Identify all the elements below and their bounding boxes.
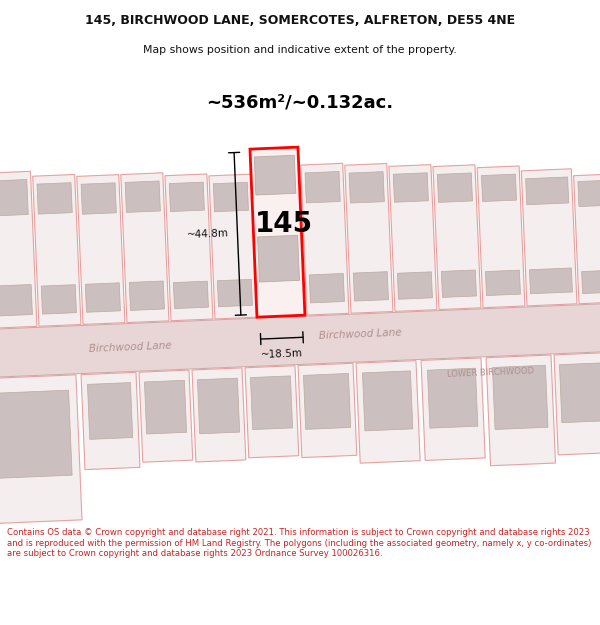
Polygon shape (250, 147, 305, 317)
Text: ~18.5m: ~18.5m (260, 348, 303, 360)
Polygon shape (353, 272, 388, 301)
Polygon shape (209, 174, 257, 319)
Polygon shape (0, 375, 82, 524)
Polygon shape (393, 173, 428, 203)
Polygon shape (493, 365, 548, 429)
Polygon shape (77, 174, 125, 324)
Polygon shape (298, 363, 357, 458)
Polygon shape (0, 171, 37, 329)
Polygon shape (554, 352, 600, 455)
Text: 145: 145 (254, 210, 313, 238)
Polygon shape (0, 390, 72, 479)
Text: Birchwood Lane: Birchwood Lane (319, 328, 401, 341)
Polygon shape (526, 177, 569, 205)
Polygon shape (0, 304, 600, 377)
Polygon shape (529, 268, 572, 294)
Polygon shape (250, 376, 293, 429)
Polygon shape (129, 281, 164, 311)
Polygon shape (574, 174, 600, 304)
Polygon shape (442, 270, 476, 298)
Polygon shape (81, 183, 116, 214)
Polygon shape (305, 171, 340, 203)
Polygon shape (257, 236, 299, 282)
Polygon shape (139, 370, 193, 462)
Polygon shape (125, 181, 160, 213)
Polygon shape (173, 281, 208, 309)
Text: Contains OS data © Crown copyright and database right 2021. This information is : Contains OS data © Crown copyright and d… (7, 528, 592, 558)
Polygon shape (165, 174, 213, 321)
Polygon shape (214, 182, 248, 212)
Polygon shape (304, 374, 350, 429)
Polygon shape (421, 358, 485, 461)
Polygon shape (37, 182, 72, 214)
Polygon shape (245, 366, 299, 458)
Text: ~536m²/~0.132ac.: ~536m²/~0.132ac. (206, 94, 394, 112)
Polygon shape (309, 274, 344, 303)
Polygon shape (427, 368, 478, 428)
Polygon shape (345, 164, 393, 313)
Polygon shape (521, 169, 577, 306)
Polygon shape (389, 164, 437, 311)
Text: Birchwood Lane: Birchwood Lane (88, 341, 172, 354)
Polygon shape (437, 173, 472, 203)
Polygon shape (397, 272, 433, 299)
Polygon shape (145, 380, 187, 434)
Polygon shape (485, 270, 520, 296)
Polygon shape (433, 165, 481, 309)
Polygon shape (169, 182, 205, 212)
Text: 145, BIRCHWOOD LANE, SOMERCOTES, ALFRETON, DE55 4NE: 145, BIRCHWOOD LANE, SOMERCOTES, ALFRETO… (85, 14, 515, 28)
Polygon shape (192, 368, 246, 462)
Polygon shape (88, 382, 133, 439)
Polygon shape (581, 270, 600, 294)
Polygon shape (356, 361, 420, 463)
Text: ~44.8m: ~44.8m (187, 228, 229, 240)
Polygon shape (486, 355, 556, 466)
Polygon shape (349, 172, 385, 203)
Polygon shape (81, 372, 140, 469)
Polygon shape (85, 283, 121, 312)
Polygon shape (0, 179, 28, 217)
Polygon shape (477, 166, 525, 308)
Polygon shape (41, 284, 76, 314)
Polygon shape (301, 163, 349, 315)
Polygon shape (0, 284, 32, 317)
Polygon shape (217, 279, 253, 307)
Polygon shape (362, 371, 413, 431)
Polygon shape (481, 174, 517, 201)
Polygon shape (121, 173, 169, 322)
Polygon shape (33, 174, 81, 326)
Text: LOWER BIRCHWOOD: LOWER BIRCHWOOD (446, 366, 534, 379)
Text: Map shows position and indicative extent of the property.: Map shows position and indicative extent… (143, 44, 457, 54)
Polygon shape (578, 180, 600, 206)
Polygon shape (254, 155, 296, 195)
Polygon shape (559, 362, 600, 423)
Polygon shape (197, 378, 239, 434)
